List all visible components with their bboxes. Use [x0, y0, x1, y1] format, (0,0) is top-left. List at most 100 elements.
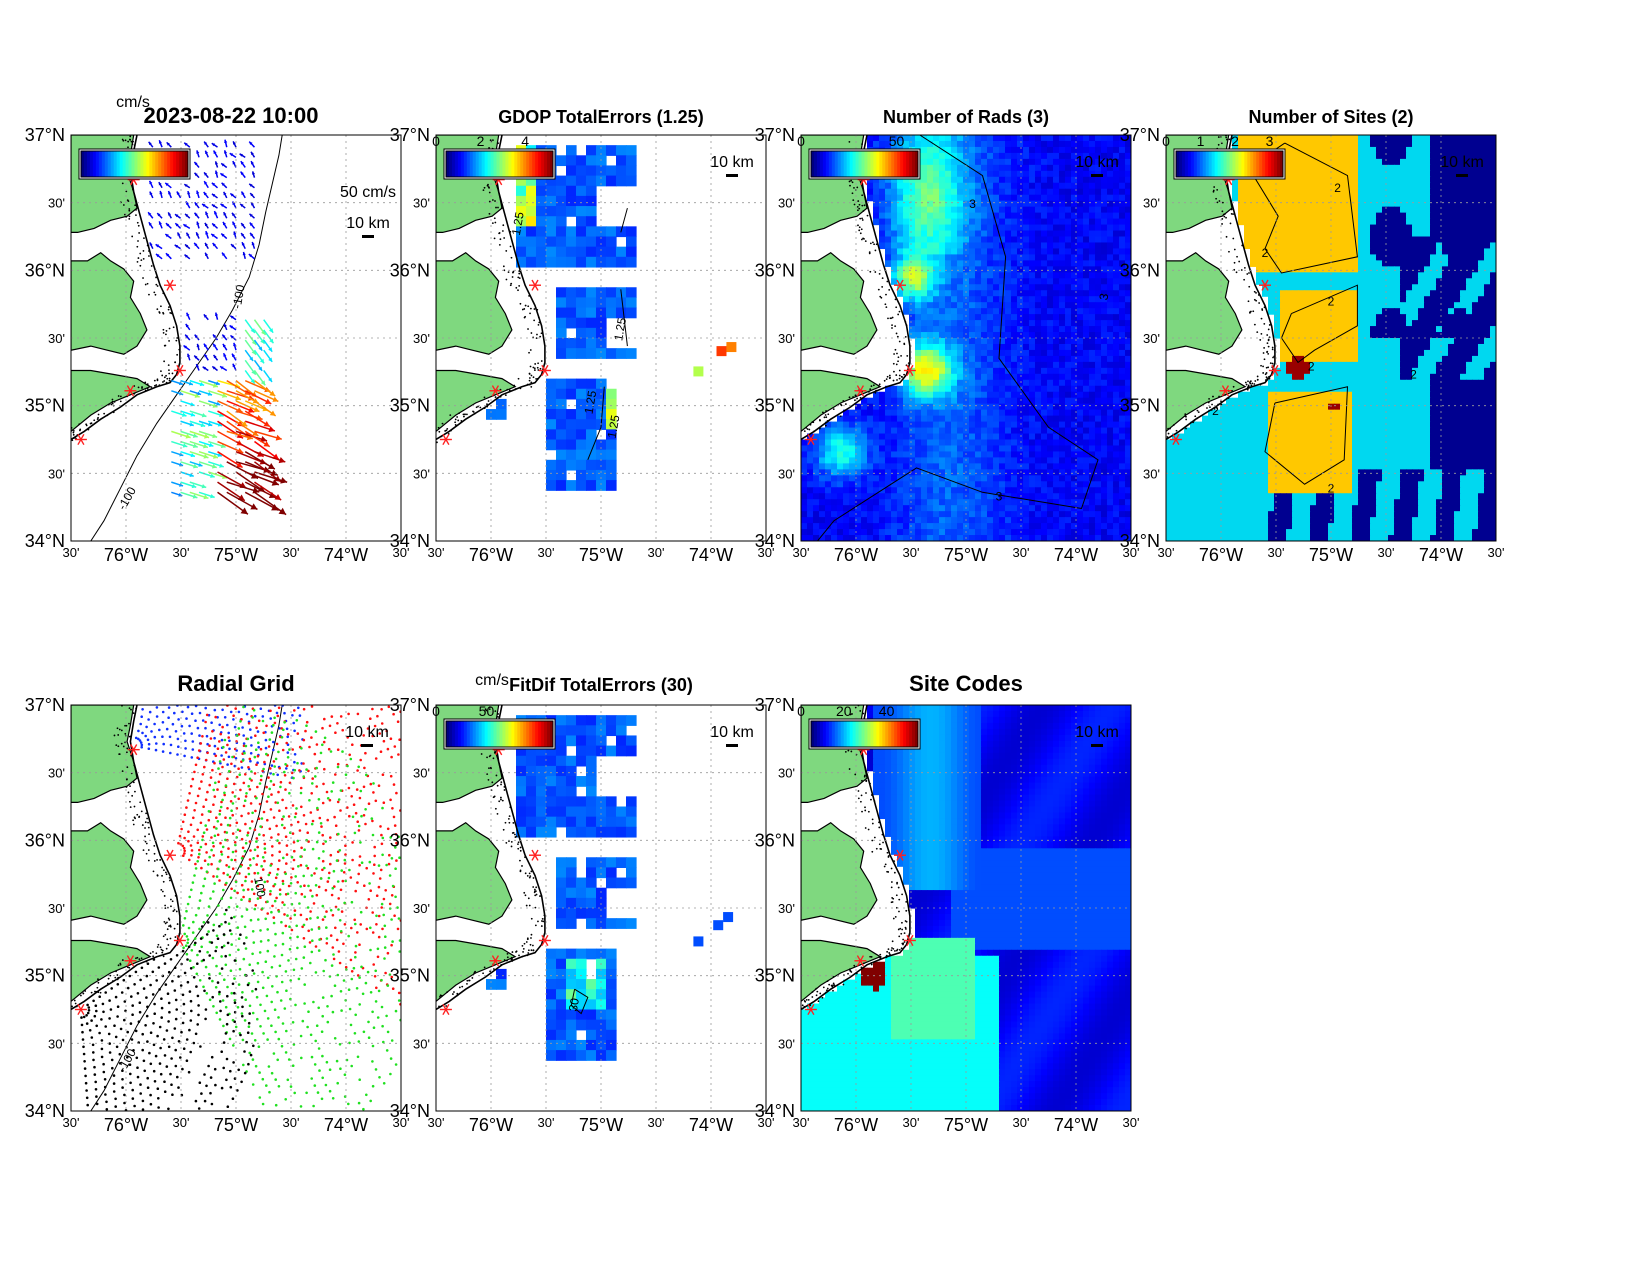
heatmap-cell: [927, 505, 934, 512]
heatmap-cell: [1077, 499, 1084, 506]
heatmap-cell: [993, 385, 1000, 393]
shoreline-dot: [856, 186, 859, 189]
heatmap-cell: [536, 216, 547, 227]
heatmap-cell: [897, 140, 904, 148]
lon-tick: 30': [648, 545, 665, 560]
heatmap-cell: [975, 361, 982, 369]
heatmap-cell: [586, 287, 597, 298]
heatmap-cell: [1065, 475, 1072, 482]
heatmap-cell: [951, 397, 958, 405]
heatmap-cell: [981, 164, 988, 172]
heatmap-cell: [969, 272, 976, 279]
heatmap-cell: [1113, 314, 1120, 321]
vector-head: [251, 171, 256, 175]
heatmap-cell: [915, 135, 922, 142]
heatmap-cell: [1011, 445, 1018, 453]
heatmap-cells: [801, 135, 1131, 541]
shoreline-dot: [507, 271, 510, 274]
heatmap-cell: [837, 475, 844, 482]
heatmap-cell: [921, 236, 928, 244]
heatmap-cell: [1041, 487, 1048, 494]
heatmap-cell: [1388, 170, 1395, 178]
heatmap-cell: [933, 242, 940, 250]
shoreline-dot: [168, 369, 170, 372]
heatmap-cell: [536, 256, 547, 268]
heatmap-cell: [879, 517, 886, 524]
heatmap-cell: [1095, 164, 1102, 172]
heatmap-cell: [1352, 146, 1359, 154]
vector-head: [215, 381, 220, 386]
heatmap-cell: [975, 415, 982, 423]
vector-head: [185, 433, 191, 439]
heatmap-cell: [1029, 517, 1036, 524]
vector-head: [278, 507, 287, 515]
heatmap-cell: [885, 523, 892, 530]
heatmap-cell: [556, 449, 567, 461]
heatmap-cell: [1041, 170, 1048, 178]
shoreline-dot: [818, 427, 821, 430]
heatmap-cell: [1017, 194, 1024, 202]
heatmap-cell: [1029, 158, 1036, 166]
heatmap-cell: [963, 158, 970, 166]
heatmap-cell: [586, 165, 597, 177]
heatmap-cell: [1071, 152, 1078, 160]
shoreline-dot: [422, 437, 424, 439]
heatmap-cell: [987, 140, 994, 148]
heatmap-cell: [1101, 135, 1108, 142]
heatmap-cell: [576, 206, 587, 217]
heatmap-cell: [516, 256, 527, 268]
heatmap-cell: [987, 254, 994, 261]
heatmap-cell: [1304, 158, 1311, 166]
colorbar-segment: [822, 151, 827, 177]
heatmap-cell: [975, 332, 982, 339]
heatmap-cell: [1448, 140, 1455, 148]
heatmap-cell: [1089, 427, 1096, 435]
heatmap-cell: [963, 176, 970, 184]
heatmap-cell: [951, 373, 958, 381]
heatmap-cell: [1125, 158, 1131, 166]
heatmap-cell: [1005, 206, 1012, 214]
heatmap-cell: [969, 152, 976, 160]
heatmap-cell: [951, 409, 958, 417]
heatmap-cell: [1059, 475, 1066, 482]
vector-head: [214, 211, 218, 215]
heatmap-cell: [1095, 338, 1102, 345]
heatmap-cell: [1358, 158, 1365, 166]
heatmap-cell: [885, 188, 892, 196]
heatmap-cell: [1065, 451, 1072, 459]
heatmap-cell: [566, 307, 577, 319]
heatmap-cell: [516, 206, 527, 217]
heatmap-cell: [987, 385, 994, 393]
heatmap-cell: [1011, 332, 1018, 339]
heatmap-cell: [556, 348, 567, 359]
shoreline-dot: [532, 366, 535, 369]
heatmap-cell: [1442, 152, 1449, 160]
heatmap-cell: [915, 355, 922, 363]
heatmap-cell: [915, 391, 922, 399]
vector-head: [155, 244, 160, 248]
heatmap-cell: [1017, 200, 1024, 208]
shoreline-dot: [811, 421, 814, 423]
heatmap-cell: [951, 338, 958, 345]
colorbar-segment: [517, 151, 521, 177]
heatmap-cell: [897, 260, 904, 267]
heatmap-cell: [903, 499, 910, 506]
heatmap-cell: [1017, 314, 1024, 321]
heatmap-cell: [951, 290, 958, 297]
heatmap-cell: [1101, 272, 1108, 279]
heatmap-cell: [909, 409, 916, 417]
heatmap-cell: [903, 433, 910, 441]
heatmap-cell: [1286, 176, 1293, 184]
heatmap-cell: [1412, 176, 1419, 184]
heatmap-cell: [903, 260, 910, 267]
heatmap-cell: [556, 185, 567, 197]
heatmap-cell: [1059, 499, 1066, 506]
heatmap-cell: [897, 206, 904, 214]
heatmap-cell: [993, 326, 1000, 333]
heatmap-cell: [1101, 164, 1108, 172]
heatmap-cell: [1436, 176, 1443, 184]
heatmap-cell: [1011, 200, 1018, 208]
shoreline-dot: [537, 362, 540, 365]
heatmap-cell: [957, 415, 964, 423]
heatmap-cell: [927, 391, 934, 399]
